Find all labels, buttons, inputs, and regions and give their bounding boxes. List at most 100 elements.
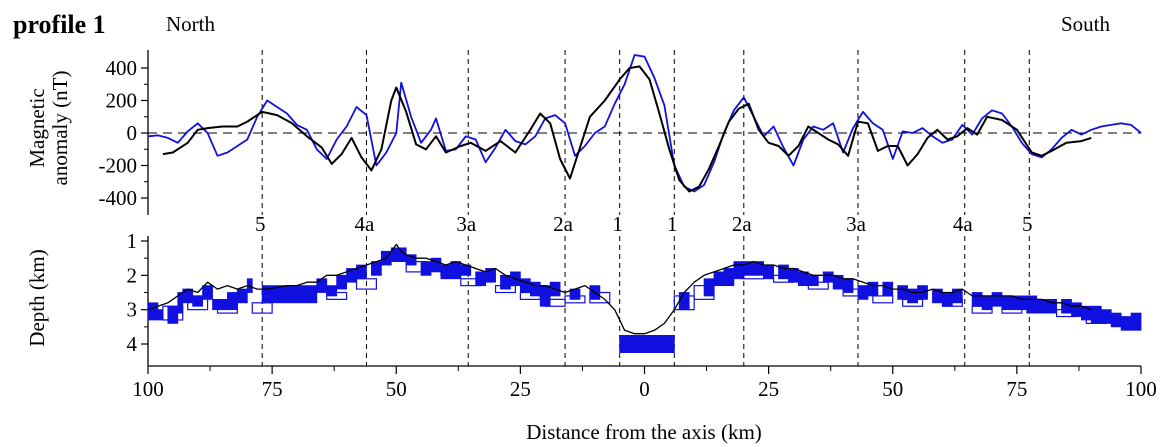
x-tick-label-4: 0: [639, 377, 650, 401]
depth-tick-label-2: 3: [127, 298, 138, 322]
chart-title: profile 1: [13, 10, 106, 39]
magnetic-series: [147, 54, 1142, 193]
chron-labels: 5 4a 3a 2a 1 1 2a 3a 4a 5: [255, 212, 1033, 236]
depth-block-14: [336, 274, 348, 290]
depth-block-5: [192, 295, 204, 307]
x-tick-label-6: 50: [882, 377, 903, 401]
depth-block-71: [1100, 309, 1112, 324]
magnetic-series-0: [147, 54, 1142, 193]
depth-block-21: [420, 261, 432, 276]
chron-label-5: 1: [667, 212, 678, 236]
depth-block-24: [450, 261, 462, 280]
magnetic-tick-label-0: -400: [99, 186, 138, 210]
depth-block-28: [500, 274, 511, 290]
depth-block-46: [798, 271, 809, 287]
depth-block-45: [788, 268, 799, 283]
depth-block-68: [1071, 302, 1082, 317]
depth-block-16: [356, 264, 367, 280]
depth-block-47: [807, 274, 819, 287]
depth-block-20: [405, 254, 417, 266]
depth-ticks: 1 2 3 4: [127, 229, 148, 356]
depth-block-17: [371, 261, 382, 276]
depth-blocks: [147, 247, 1142, 353]
chron-label-0: 5: [255, 212, 266, 236]
depth-block-19: [390, 247, 407, 263]
south-label: South: [1061, 12, 1111, 36]
chron-label-8: 4a: [953, 212, 974, 236]
depth-block-58: [942, 292, 953, 307]
x-tick-label-1: 75: [262, 377, 283, 401]
depth-outline-block-20: [872, 295, 894, 304]
chron-label-2: 3a: [456, 212, 477, 236]
x-tick-label-3: 25: [510, 377, 531, 401]
depth-block-8: [227, 292, 238, 311]
depth-block-1: [157, 309, 164, 321]
magnetic-ylabel-line2: anomaly (nT): [48, 71, 72, 186]
x-tick-label-2: 50: [386, 377, 407, 401]
magnetic-tick-label-4: 400: [106, 56, 138, 80]
chron-label-6: 2a: [732, 212, 753, 236]
depth-block-60: [971, 292, 983, 307]
depth-panel: 1 2 3 4 Depth (km): [25, 229, 1142, 366]
depth-block-62: [991, 292, 1003, 307]
chron-label-7: 3a: [846, 212, 867, 236]
magnetic-series-1: [162, 65, 1092, 193]
depth-block-51: [857, 285, 869, 300]
chron-label-3: 2a: [553, 212, 574, 236]
x-ticks: 100 75 50 25 0 25 50 75 100: [132, 366, 1157, 401]
depth-block-59: [951, 288, 963, 304]
chron-label-9: 5: [1022, 212, 1033, 236]
magnetic-tick-label-2: 0: [127, 121, 138, 145]
depth-block-13: [326, 285, 338, 297]
depth-block-40: [723, 268, 735, 287]
depth-ylabel: Depth (km): [25, 249, 49, 346]
x-axis-label: Distance from the axis (km): [526, 420, 762, 444]
x-tick-label-5: 25: [758, 377, 779, 401]
magnetic-panel: -400 -200 0 200 400 Magnetic anomaly (nT): [25, 50, 1142, 215]
depth-block-41: [733, 261, 745, 280]
depth-block-32: [539, 285, 551, 307]
depth-block-73: [1120, 316, 1132, 331]
depth-block-38: [703, 278, 715, 297]
north-label: North: [166, 12, 215, 36]
magnetic-tick-label-1: -200: [99, 154, 138, 178]
depth-block-48: [822, 271, 834, 283]
depth-block-52: [867, 281, 879, 297]
depth-block-50: [842, 278, 854, 293]
x-tick-label-0: 100: [132, 377, 164, 401]
depth-block-70: [1090, 305, 1102, 324]
depth-tick-label-1: 2: [127, 263, 138, 287]
depth-block-2: [167, 305, 179, 324]
magnetic-tick-label-3: 200: [106, 89, 138, 113]
depth-block-63: [1001, 295, 1013, 311]
x-axis: 100 75 50 25 0 25 50 75 100 Distance from the ax…: [132, 365, 1157, 444]
depth-block-43: [763, 264, 774, 280]
depth-block-23: [440, 264, 452, 280]
depth-block-54: [897, 285, 909, 300]
depth-block-65: [1026, 295, 1038, 314]
depth-block-27: [485, 268, 496, 283]
depth-tick-label-3: 4: [127, 332, 138, 356]
depth-block-39: [713, 271, 725, 287]
x-tick-label-8: 100: [1125, 377, 1157, 401]
depth-block-74: [1130, 312, 1142, 331]
depth-block-7: [212, 298, 228, 311]
depth-profile-line: [147, 243, 1092, 335]
depth-block-72: [1110, 312, 1122, 328]
depth-block-26: [475, 271, 487, 287]
chron-label-4: 1: [612, 212, 623, 236]
depth-block-37: [678, 292, 690, 311]
depth-block-9: [236, 288, 248, 304]
depth-block-0: [147, 302, 159, 321]
depth-block-36: [619, 335, 675, 353]
depth-block-61: [981, 295, 993, 311]
depth-tick-label-0: 1: [127, 229, 138, 253]
chron-label-1: 4a: [355, 212, 376, 236]
chron-lines: [261, 50, 1030, 366]
x-tick-label-7: 75: [1006, 377, 1027, 401]
magnetic-ylabel-line1: Magnetic: [25, 88, 49, 167]
depth-profile: [147, 243, 1092, 335]
depth-block-6: [202, 285, 213, 300]
magnetic-ticks: -400 -200 0 200 400: [99, 56, 148, 210]
